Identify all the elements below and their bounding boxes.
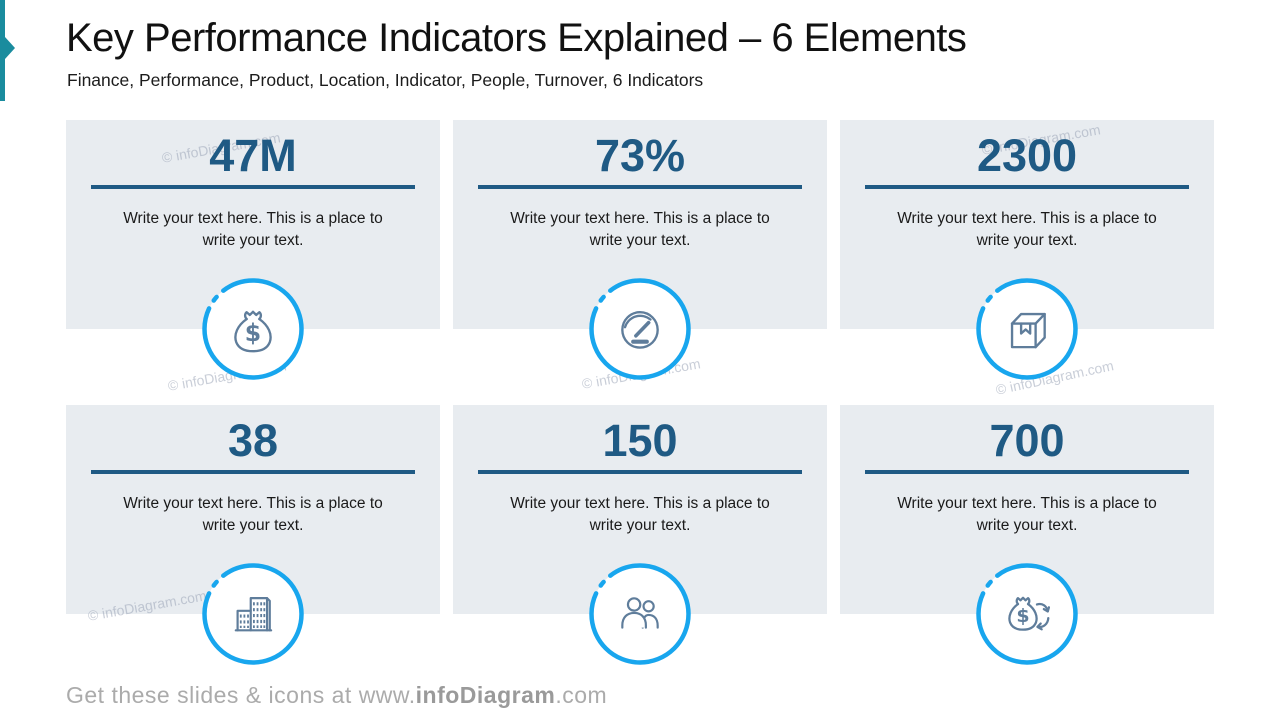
kpi-value: 73%	[594, 130, 686, 181]
money-bag-icon: $	[234, 310, 272, 353]
kpi-value: 38	[227, 415, 279, 466]
icon-circle	[976, 278, 1078, 380]
icon-circle: $	[976, 563, 1078, 665]
page-subtitle: Finance, Performance, Product, Location,…	[67, 70, 704, 90]
kpi-description: Write your text here. This is a place to…	[510, 210, 770, 249]
kpi-divider	[865, 185, 1189, 189]
buildings-icon	[234, 597, 273, 632]
icon-circle	[202, 563, 304, 665]
svg-text:$: $	[1016, 605, 1029, 627]
kpi-value: 700	[989, 415, 1065, 466]
package-box-icon	[1010, 312, 1046, 349]
accent-arrow-icon	[5, 37, 15, 59]
kpi-card-product: 2300 Write your text here. This is a pla…	[840, 120, 1214, 380]
kpi-card-people: 150 Write your text here. This is a plac…	[453, 405, 827, 665]
kpi-value: 47M	[209, 130, 297, 181]
kpi-divider	[91, 185, 415, 189]
footer-brand: infoDiagram	[415, 682, 556, 708]
kpi-grid: 47M Write your text here. This is a plac…	[66, 120, 1214, 665]
kpi-card-finance: 47M Write your text here. This is a plac…	[66, 120, 440, 380]
kpi-description: Write your text here. This is a place to…	[897, 210, 1157, 249]
accent-bar	[0, 0, 5, 101]
icon-circle	[589, 278, 691, 380]
footer-suffix: .com	[555, 682, 608, 708]
footer-prefix: Get these slides & icons at www.	[66, 682, 416, 708]
page-title: Key Performance Indicators Explained – 6…	[66, 16, 967, 60]
people-icon	[621, 597, 659, 629]
kpi-divider	[478, 470, 802, 474]
kpi-divider	[478, 185, 802, 189]
svg-text:$: $	[245, 319, 261, 347]
kpi-description: Write your text here. This is a place to…	[897, 495, 1157, 534]
kpi-card-performance: 73% Write your text here. This is a plac…	[453, 120, 827, 380]
kpi-description: Write your text here. This is a place to…	[510, 495, 770, 534]
kpi-divider	[91, 470, 415, 474]
circle-ring	[976, 563, 1078, 665]
icon-circle	[589, 563, 691, 665]
kpi-divider	[865, 470, 1189, 474]
footer-credit: Get these slides & icons at www.infoDiag…	[66, 682, 607, 709]
circle-ring	[976, 278, 1078, 380]
money-turnover-icon: $	[1008, 596, 1051, 631]
speedometer-icon	[621, 311, 659, 349]
kpi-description: Write your text here. This is a place to…	[123, 495, 383, 534]
circle-ring	[202, 278, 304, 380]
kpi-description: Write your text here. This is a place to…	[123, 210, 383, 249]
kpi-value: 150	[602, 415, 678, 466]
kpi-value: 2300	[976, 130, 1078, 181]
kpi-card-turnover: 700 Write your text here. This is a plac…	[840, 405, 1214, 665]
icon-circle: $	[202, 278, 304, 380]
kpi-card-location: 38 Write your text here. This is a place…	[66, 405, 440, 665]
